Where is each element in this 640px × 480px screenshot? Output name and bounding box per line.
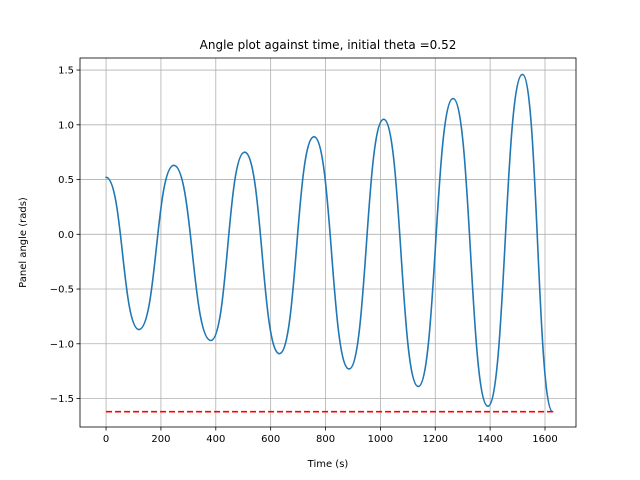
x-tick-label: 200 (151, 434, 170, 445)
x-tick-label: 0 (103, 434, 109, 445)
angle-series-line (105, 73, 554, 413)
y-tick-label: −0.5 (50, 285, 74, 296)
y-tick-label: −1.5 (50, 394, 74, 405)
x-tick-label: 1000 (368, 434, 393, 445)
x-tick-label: 600 (261, 434, 280, 445)
grid (80, 58, 576, 427)
x-tick-label: 800 (316, 434, 335, 445)
chart-title: Angle plot against time, initial theta =… (200, 38, 457, 52)
y-tick-label: 0.0 (58, 230, 74, 241)
x-tick-label: 1400 (477, 434, 502, 445)
y-tick-label: 1.0 (58, 120, 74, 131)
x-tick-label: 1600 (532, 434, 557, 445)
series-layer (105, 73, 554, 413)
y-tick-label: 1.5 (58, 66, 74, 77)
plot-background (80, 58, 576, 427)
x-axis-label: Time (s) (307, 459, 349, 470)
ticks: 0 200 400 600 800 1000 1200 1400 1600 −1.5 −1.0 −0.… (50, 66, 558, 445)
x-tick-label: 1200 (423, 434, 448, 445)
y-tick-label: 0.5 (58, 175, 74, 186)
plot-frame (79, 57, 577, 428)
y-axis-label: Panel angle (rads) (18, 197, 29, 288)
y-tick-label: −1.0 (50, 339, 74, 350)
x-tick-label: 400 (206, 434, 225, 445)
